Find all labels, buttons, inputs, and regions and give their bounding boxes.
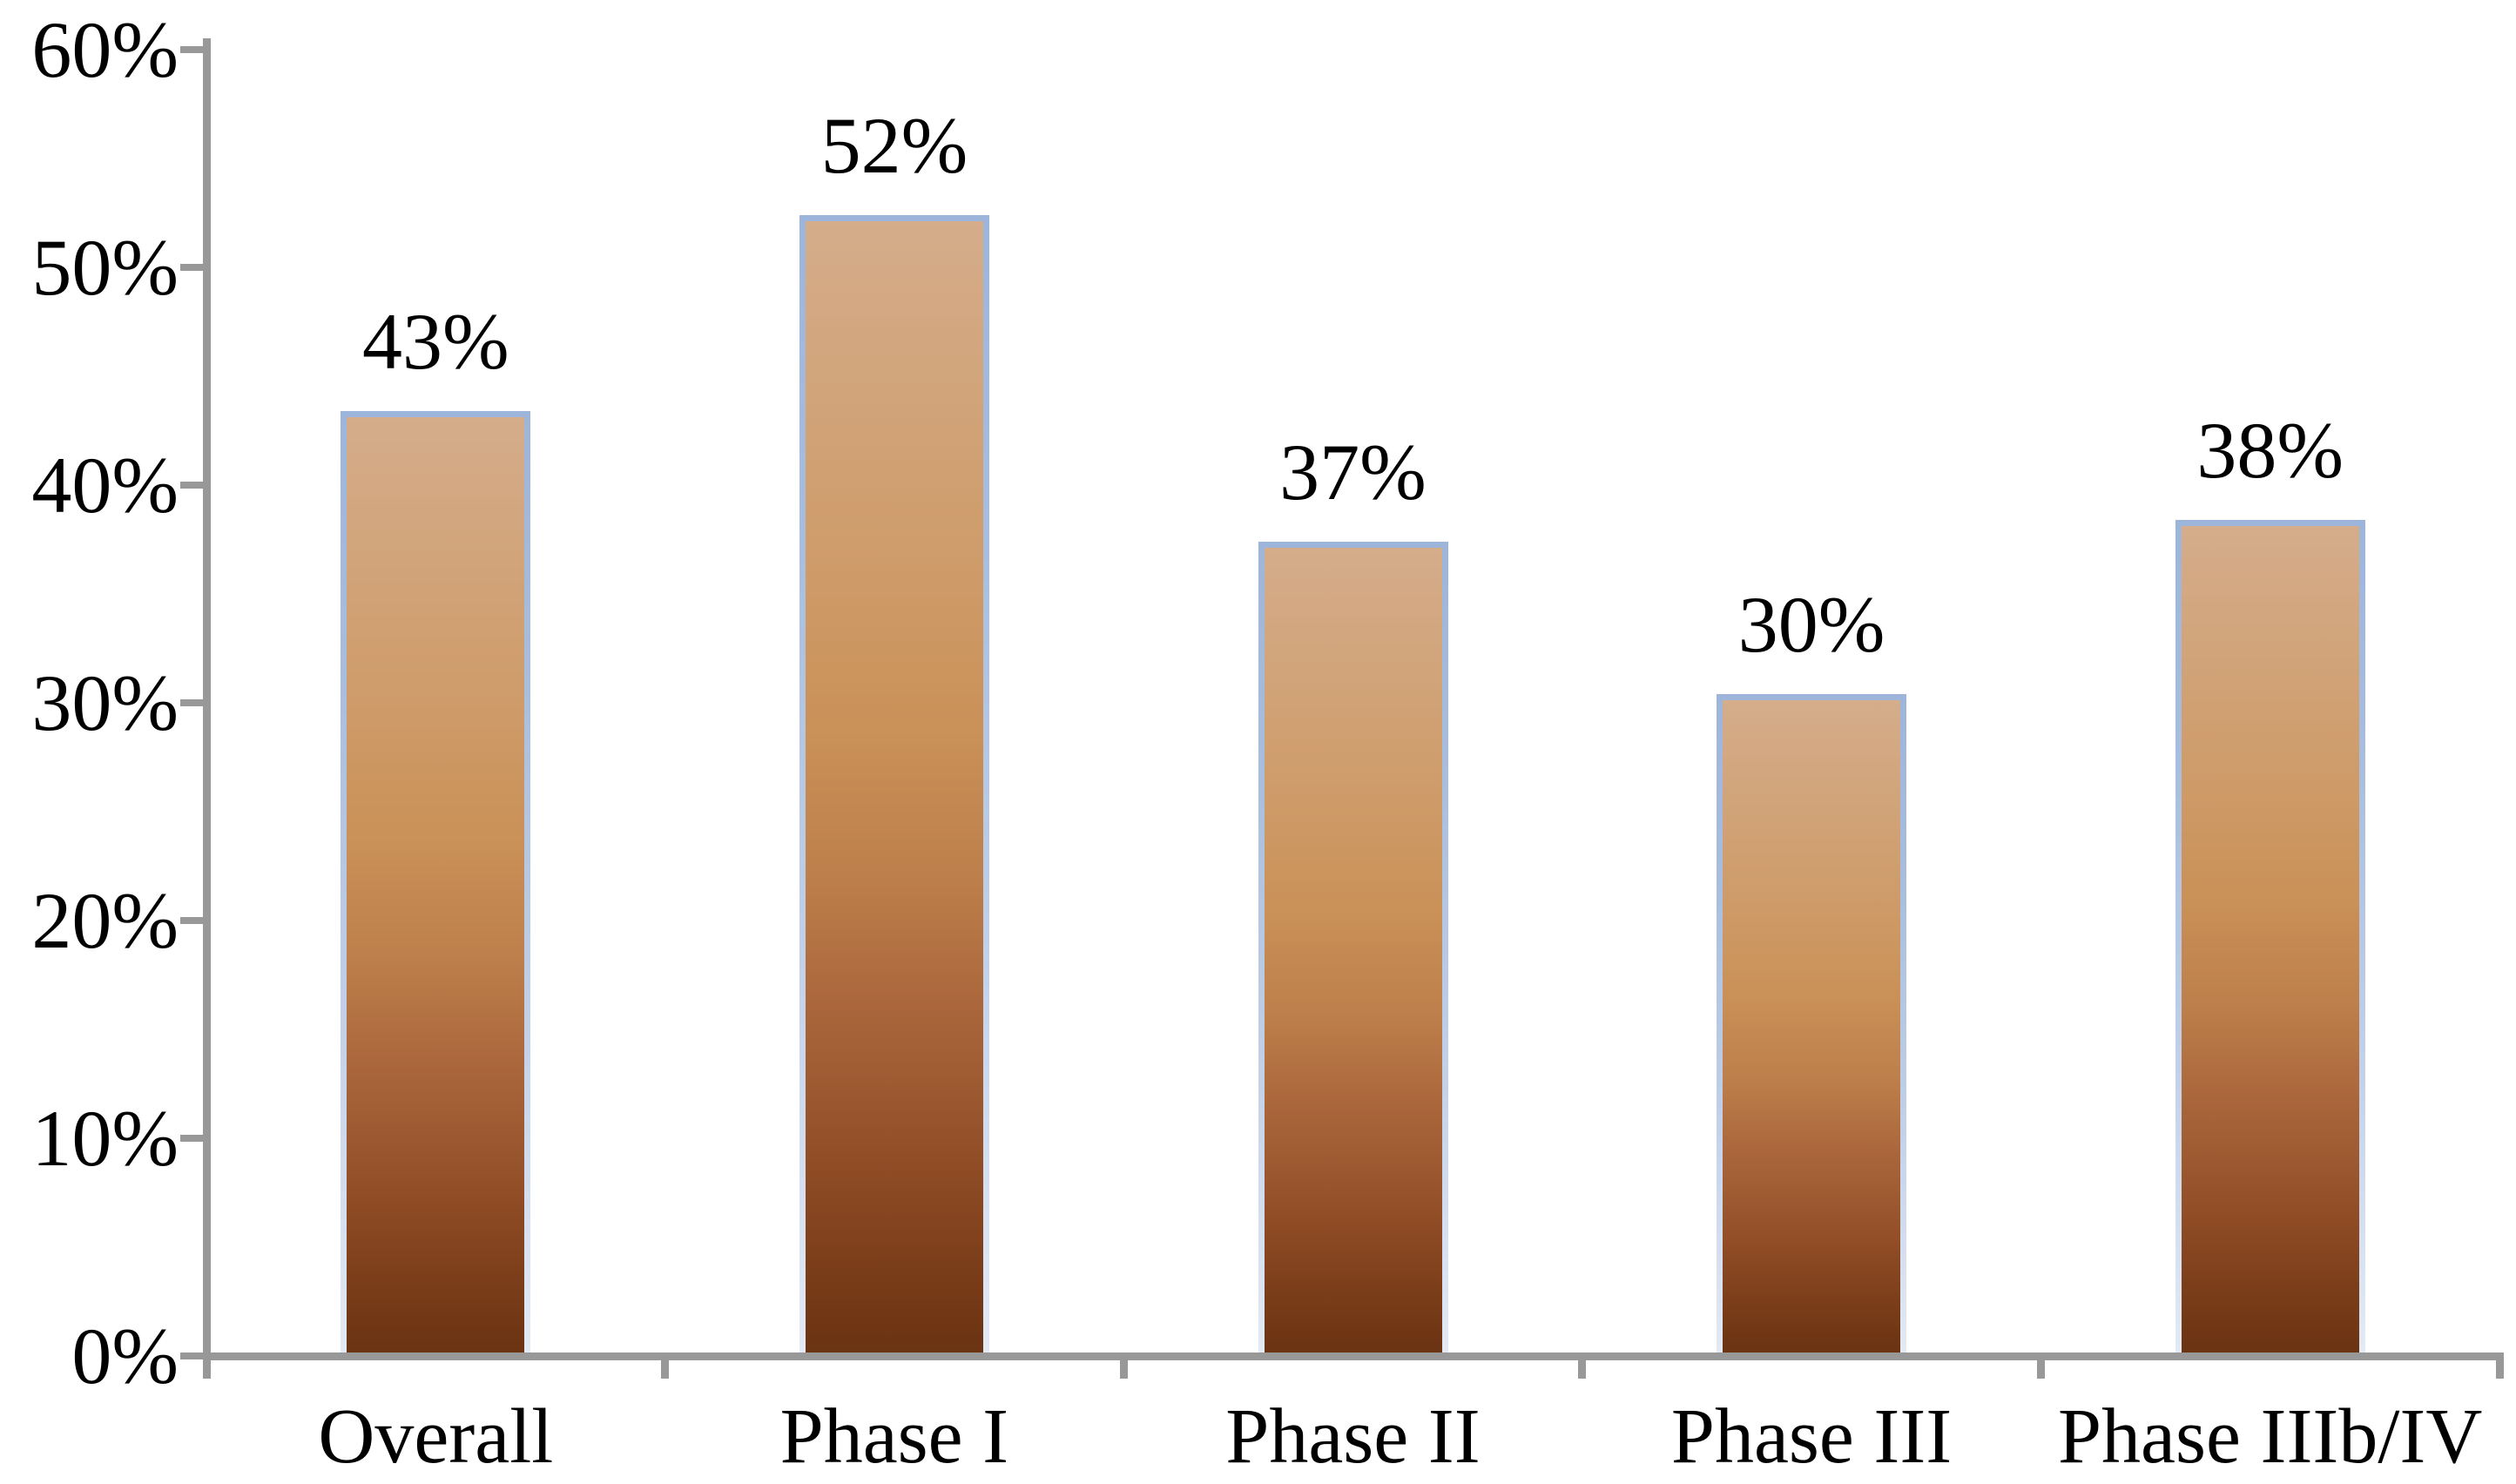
x-category-label: Phase II xyxy=(1225,1393,1481,1480)
x-category-label: Phase IIIb/IV xyxy=(2058,1393,2483,1480)
x-tick-mark xyxy=(1578,1352,1587,1379)
y-tick-mark xyxy=(180,1135,206,1142)
x-category-label: Phase III xyxy=(1670,1393,1953,1480)
x-tick-mark xyxy=(2495,1352,2504,1379)
bar-phase-iii xyxy=(1717,694,1907,1352)
y-tick-label: 50% xyxy=(31,223,179,312)
bar-value-label: 43% xyxy=(361,297,509,386)
y-tick-label: 30% xyxy=(31,658,179,747)
y-tick-mark xyxy=(180,699,206,706)
bar-value-label: 37% xyxy=(1279,428,1427,516)
bar-fill xyxy=(805,221,983,1352)
x-category-label: Overall xyxy=(318,1393,554,1480)
y-tick-mark xyxy=(180,917,206,924)
y-tick-mark xyxy=(180,264,206,271)
y-tick-label: 10% xyxy=(31,1094,179,1183)
bar-fill xyxy=(347,417,525,1352)
y-tick-mark xyxy=(180,46,206,53)
y-tick-label: 40% xyxy=(31,441,179,530)
x-category-label: Phase I xyxy=(779,1393,1009,1480)
x-tick-mark xyxy=(1119,1352,1128,1379)
bar-fill xyxy=(2181,526,2359,1352)
x-tick-mark xyxy=(202,1352,211,1379)
y-tick-mark xyxy=(180,482,206,489)
bar-value-label: 38% xyxy=(2196,406,2344,495)
bar-phase-ii xyxy=(1258,542,1448,1352)
bar-fill xyxy=(1723,700,1901,1352)
bar-overall xyxy=(341,411,531,1352)
bar-phase-i xyxy=(799,215,989,1352)
x-tick-mark xyxy=(661,1352,670,1379)
x-axis-line xyxy=(203,1352,2503,1360)
bar-phase-iiib-iv xyxy=(2175,520,2365,1352)
y-tick-label: 60% xyxy=(31,5,179,94)
y-axis-line xyxy=(203,38,211,1360)
y-tick-mark xyxy=(180,1352,206,1359)
bar-value-label: 52% xyxy=(820,101,968,190)
x-tick-mark xyxy=(2036,1352,2045,1379)
bar-value-label: 30% xyxy=(1737,580,1885,669)
y-tick-label: 0% xyxy=(71,1312,179,1400)
y-tick-label: 20% xyxy=(31,876,179,965)
bar-fill xyxy=(1264,548,1442,1352)
